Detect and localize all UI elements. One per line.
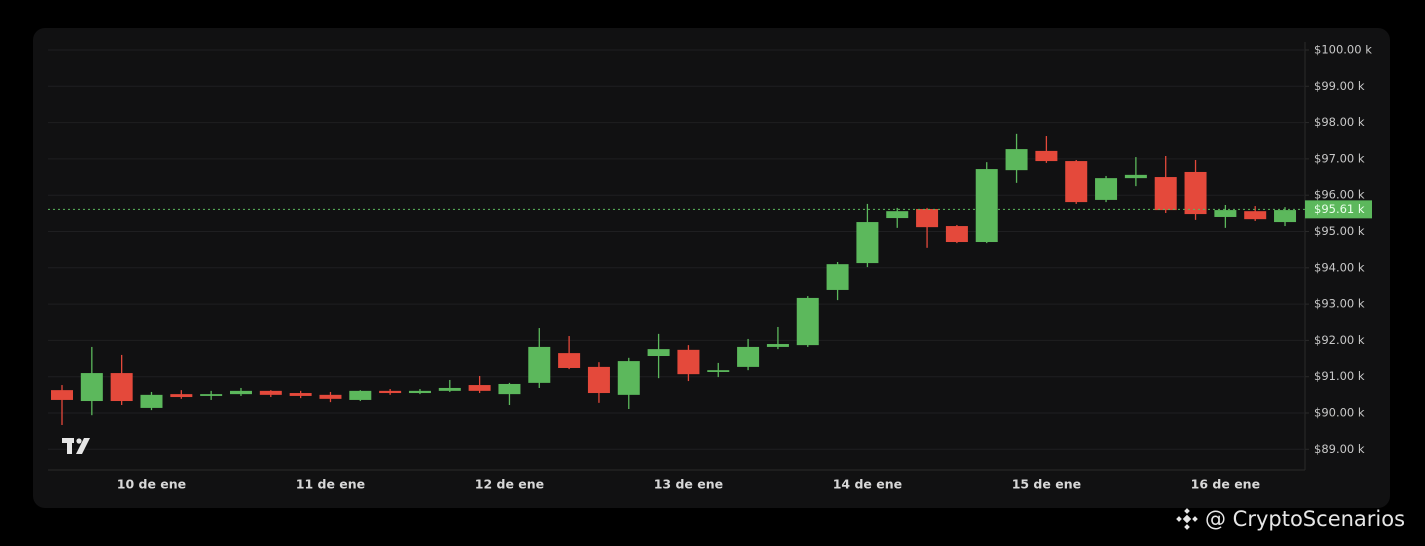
candle-body [1005,149,1028,171]
candle-body [707,370,730,372]
candle-body [51,390,73,400]
candle-body [349,390,372,400]
candle-body [80,373,103,402]
candle-body [1154,177,1177,211]
candle-body [289,393,312,396]
candle-body [1214,210,1237,217]
candle-body [379,390,402,394]
candle-body [140,394,163,408]
candle-body [975,169,998,243]
candle-body [438,387,461,391]
candle-body [468,385,491,391]
candle-body [1065,161,1088,203]
candle-body [259,390,282,395]
y-tick-label: $97.00 k [1314,151,1365,165]
x-tick-label: 15 de ene [1012,477,1081,492]
candle-body [528,346,551,383]
candle-body [200,394,223,396]
candle-body [1095,178,1118,200]
y-tick-label: $96.00 k [1314,188,1365,202]
y-axis-labels: $89.00 k $90.00 k $91.00 k $92.00 k $93.00 k… [1305,42,1372,456]
candle-body [766,344,789,347]
candle-body [647,349,670,357]
candle-body [408,390,431,394]
tv-logo [62,438,90,454]
last-price-box [1305,200,1372,219]
x-axis-labels: 10 de ene 11 de ene 12 de ene 13 de ene 14 d… [117,477,1260,492]
last-price-label: $95.61 k [1314,202,1365,216]
x-tick-label: 14 de ene [833,477,902,492]
candle-body [677,349,700,375]
x-tick-label: 16 de ene [1191,477,1260,492]
candles [51,133,1297,425]
candle-body [587,366,610,394]
candle-body [498,383,521,395]
grid [48,49,1305,450]
candle-body [945,226,968,243]
x-tick-label: 12 de ene [475,477,544,492]
candle-body [1035,150,1058,162]
candle-body [110,373,133,402]
candle-body [229,390,252,395]
candle-body [1244,211,1267,220]
binance-icon [1176,508,1198,530]
candle-body [170,394,193,398]
candle-body [1274,210,1297,223]
candle-body [1124,174,1147,179]
y-tick-label: $90.00 k [1314,406,1365,420]
x-tick-label: 13 de ene [654,477,723,492]
y-tick-label: $98.00 k [1314,115,1365,129]
y-tick-label: $100.00 k [1314,42,1372,56]
watermark: @ CryptoScenarios [1205,507,1405,531]
y-tick-label: $92.00 k [1314,333,1365,347]
y-tick-label: $89.00 k [1314,442,1365,456]
last-price: $95.61 k [48,200,1372,219]
y-tick-label: $94.00 k [1314,260,1365,274]
candle-body [319,394,342,399]
y-tick-label: $95.00 k [1314,224,1365,238]
candle-body [916,208,939,228]
y-tick-label: $99.00 k [1314,79,1365,93]
candle-body [796,297,819,346]
x-tick-label: 11 de ene [296,477,365,492]
candle-body [737,346,760,367]
y-tick-label: $91.00 k [1314,369,1365,383]
y-tick-label: $93.00 k [1314,297,1365,311]
candle-body [558,353,581,368]
candle-body [617,361,640,395]
candle-body [1184,171,1207,215]
candle-body [856,222,879,264]
x-tick-label: 10 de ene [117,477,186,492]
candle-body [826,264,849,290]
candle-body [886,211,909,219]
